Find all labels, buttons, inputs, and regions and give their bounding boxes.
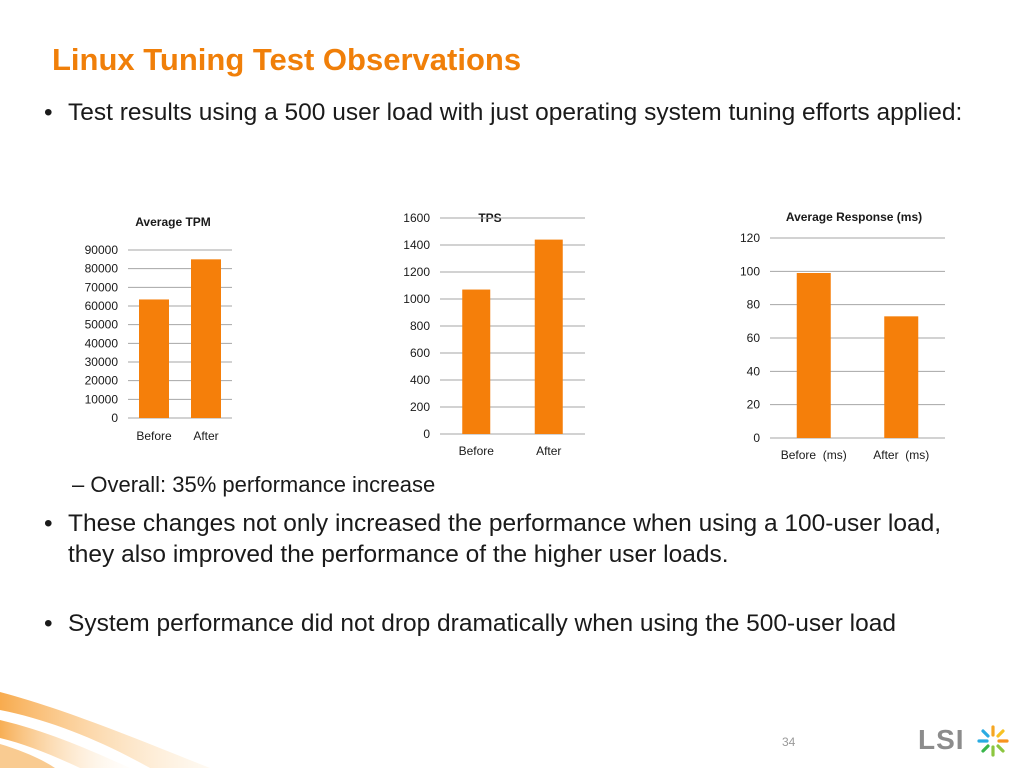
bar-before <box>796 273 831 438</box>
y-tick-label: 20000 <box>85 374 119 388</box>
bar-after <box>534 239 563 434</box>
x-category-label: Before <box>136 429 172 443</box>
y-tick-label: 120 <box>740 231 760 245</box>
starburst-icon <box>977 725 1009 757</box>
y-tick-label: 1000 <box>403 292 430 306</box>
chart-average-tpm: Average TPM 0 10000 20000 30000 40000 50000 60… <box>60 205 260 455</box>
y-tick-label: 20 <box>747 398 761 412</box>
chart-average-response: Average Response (ms) 0 20 40 60 80 100 120 Bef… <box>720 200 960 475</box>
bullet-text: System performance did not drop dramatic… <box>68 610 896 637</box>
bullet-marker: • <box>44 610 53 637</box>
y-tick-label: 200 <box>410 400 430 414</box>
y-tick-label: 0 <box>753 431 760 445</box>
chart-title: Average TPM <box>135 215 211 229</box>
lsi-logo: LSI <box>918 722 1018 762</box>
y-tick-label: 1400 <box>403 238 430 252</box>
y-tick-label: 600 <box>410 346 430 360</box>
y-tick-label: 90000 <box>85 243 119 257</box>
x-category-label: After <box>193 429 218 443</box>
y-tick-label: 0 <box>423 427 430 441</box>
chart-tps: TPS 0 200 400 600 800 1000 1200 1400 1600 Before A… <box>385 200 600 470</box>
sub-bullet-text: Overall: 35% performance increase <box>90 472 436 497</box>
bullet-test-results: • Test results using a 500 user load wit… <box>44 97 974 128</box>
chart-average-response-svg: Average Response (ms) 0 20 40 60 80 100 120 Bef… <box>740 210 945 462</box>
bullet-system-performance: • System performance did not drop dramat… <box>44 608 974 639</box>
bullet-text: These changes not only increased the per… <box>68 510 942 568</box>
y-tick-label: 80 <box>747 298 761 312</box>
y-tick-label: 1600 <box>403 211 430 225</box>
y-tick-label: 50000 <box>85 318 119 332</box>
y-tick-label: 40000 <box>85 336 119 350</box>
sub-bullet-marker: – <box>72 472 85 497</box>
y-tick-label: 10000 <box>85 392 119 406</box>
bar-after <box>191 259 221 418</box>
bullet-marker: • <box>44 99 53 126</box>
y-tick-label: 60000 <box>85 299 119 313</box>
slide-title: Linux Tuning Test Observations <box>52 42 522 77</box>
bar-before <box>462 289 491 434</box>
y-tick-label: 1200 <box>403 265 430 279</box>
bullet-changes: • These changes not only increased the p… <box>44 508 974 570</box>
x-category-label: Before <box>459 444 495 458</box>
y-tick-label: 400 <box>410 373 430 387</box>
y-tick-label: 800 <box>410 319 430 333</box>
y-tick-label: 80000 <box>85 262 119 276</box>
x-category-label: Before (ms) <box>781 448 847 462</box>
bullet-text: Test results using a 500 user load with … <box>68 99 963 126</box>
decorative-swoosh <box>0 692 210 768</box>
bar-after <box>884 316 919 438</box>
x-category-label: After (ms) <box>873 448 929 462</box>
y-tick-label: 40 <box>747 364 761 378</box>
chart-average-tpm-svg: Average TPM 0 10000 20000 30000 40000 50000 60… <box>85 215 232 443</box>
sub-bullet-overall: – Overall: 35% performance increase <box>72 471 435 499</box>
y-tick-label: 60 <box>747 331 761 345</box>
page-number: 34 <box>782 735 796 749</box>
y-tick-label: 100 <box>740 264 760 278</box>
bar-before <box>139 299 169 418</box>
x-category-label: After <box>536 444 561 458</box>
y-tick-label: 30000 <box>85 355 119 369</box>
logo-wordmark: LSI <box>918 724 965 755</box>
bullet-marker: • <box>44 510 53 537</box>
chart-title: Average Response (ms) <box>786 210 922 224</box>
y-tick-label: 0 <box>111 411 118 425</box>
y-tick-label: 70000 <box>85 280 119 294</box>
